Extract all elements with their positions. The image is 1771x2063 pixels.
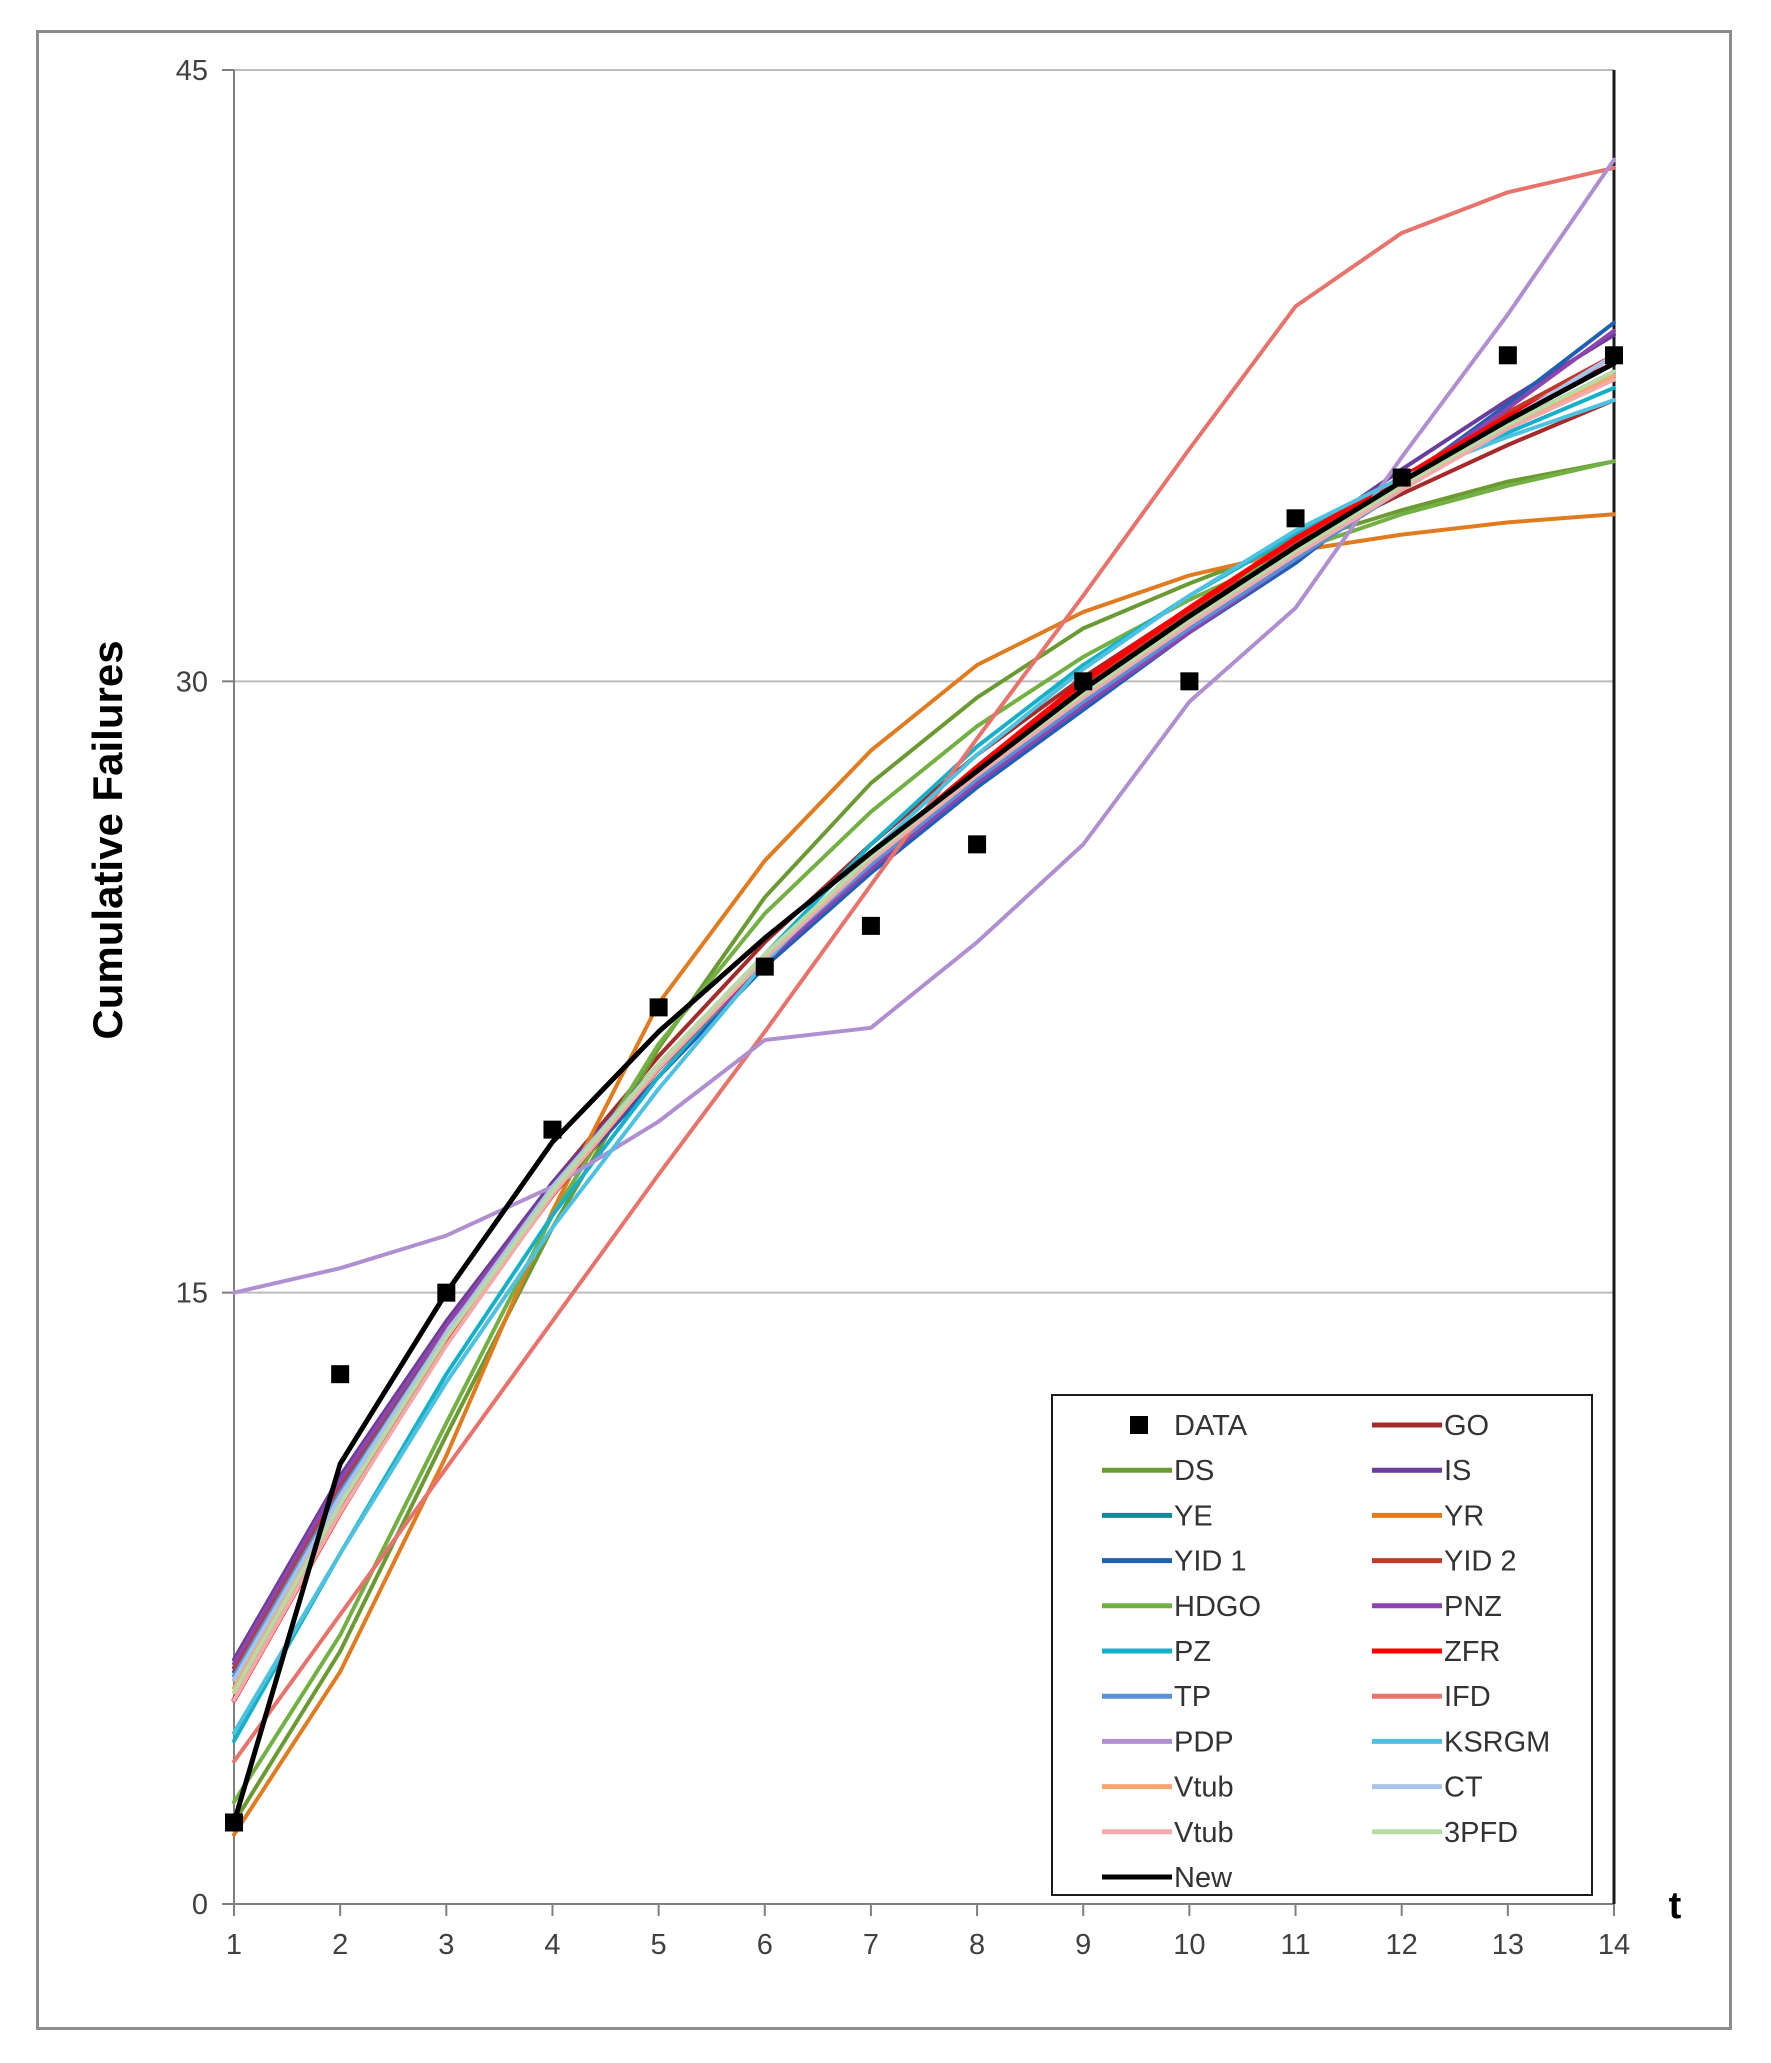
data-point-marker (1180, 672, 1199, 691)
legend-label-ct: CT (1444, 1772, 1483, 1804)
data-point-marker (1286, 509, 1305, 528)
x-tick-label: 4 (544, 1929, 560, 1961)
legend-label-pnz: PNZ (1444, 1591, 1502, 1623)
x-tick-label: 11 (1280, 1929, 1310, 1961)
data-point-marker (225, 1813, 243, 1832)
legend-label-yr: YR (1444, 1500, 1484, 1532)
x-tick-label: 8 (969, 1929, 985, 1961)
data-point-marker (437, 1283, 456, 1302)
legend-label-yid-1: YID 1 (1174, 1546, 1247, 1578)
series-line-yr (232, 512, 1616, 1837)
data-point-marker (968, 835, 987, 854)
y-tick-label: 30 (176, 666, 208, 698)
legend-label-zfr: ZFR (1444, 1636, 1500, 1668)
x-tick-label: 3 (438, 1929, 454, 1961)
legend-label-tp: TP (1174, 1681, 1211, 1713)
legend-label-pdp: PDP (1174, 1726, 1234, 1758)
x-tick-label: 1 (226, 1929, 242, 1961)
x-tick-label: 12 (1386, 1929, 1418, 1961)
x-tick-label: 14 (1598, 1929, 1630, 1961)
legend-label-ifd: IFD (1444, 1681, 1491, 1713)
x-tick-label: 10 (1173, 1929, 1205, 1961)
legend-label-ds: DS (1174, 1455, 1214, 1487)
legend-label-go: GO (1444, 1410, 1489, 1442)
x-tick-label: 9 (1075, 1929, 1091, 1961)
data-point-marker (755, 957, 774, 976)
legend-label-vtub: Vtub (1174, 1772, 1234, 1804)
legend-label-new: New (1174, 1862, 1233, 1894)
data-point-marker (543, 1120, 562, 1139)
legend-label-is: IS (1444, 1455, 1471, 1487)
data-point-marker (1498, 346, 1517, 365)
y-tick-label: 0 (192, 1889, 208, 1921)
legend-box (1051, 1394, 1593, 1896)
legend-label-vtub: Vtub (1174, 1817, 1234, 1849)
x-tick-label: 6 (757, 1929, 773, 1961)
series-line-ds (232, 459, 1616, 1825)
series-line-new (231, 360, 1617, 1825)
legend-label-3pfd: 3PFD (1444, 1817, 1518, 1849)
x-axis-title: t (1669, 1885, 1682, 1927)
x-tick-label: 2 (332, 1929, 348, 1961)
legend-label-data: DATA (1174, 1410, 1248, 1442)
series-line-vtub (232, 377, 1616, 1703)
data-point-marker (1392, 468, 1411, 487)
legend-label-ksrgm: KSRGM (1444, 1726, 1550, 1758)
x-tick-label: 5 (651, 1929, 667, 1961)
y-tick-label: 45 (176, 55, 208, 87)
legend-marker-data (1130, 1416, 1148, 1434)
series-line-hdgo (232, 459, 1616, 1805)
data-point-marker (649, 998, 668, 1017)
data-point-marker (331, 1365, 350, 1384)
y-tick-label: 15 (176, 1278, 208, 1310)
legend-label-pz: PZ (1174, 1636, 1211, 1668)
series-line-ksrgm (232, 398, 1616, 1735)
series-line-pdp (232, 157, 1616, 1295)
data-point-marker (1605, 346, 1623, 365)
legend-label-ye: YE (1174, 1500, 1213, 1532)
x-tick-label: 7 (863, 1929, 879, 1961)
legend-label-hdgo: HDGO (1174, 1591, 1261, 1623)
y-axis-title: Cumulative Failures (84, 640, 131, 1039)
x-tick-label: 13 (1492, 1929, 1524, 1961)
legend-label-yid-2: YID 2 (1444, 1546, 1517, 1578)
data-point-marker (861, 916, 880, 935)
data-point-marker (1074, 672, 1093, 691)
